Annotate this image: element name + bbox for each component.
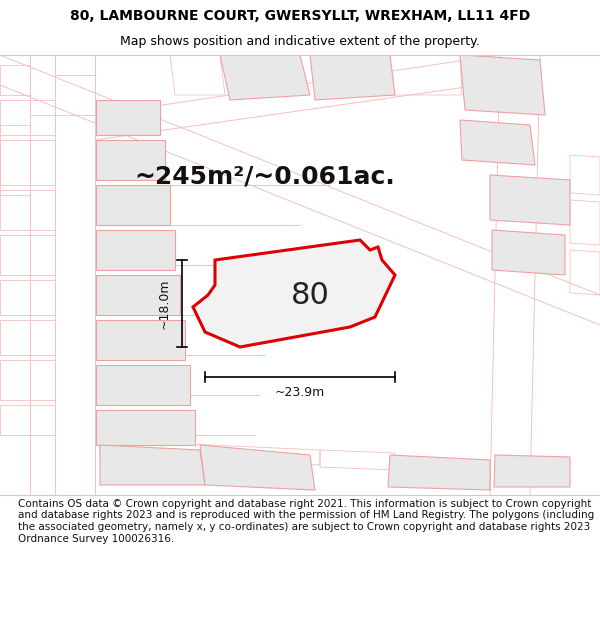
Polygon shape (200, 445, 315, 490)
Text: Map shows position and indicative extent of the property.: Map shows position and indicative extent… (120, 35, 480, 48)
Polygon shape (96, 230, 175, 270)
Text: ~18.0m: ~18.0m (157, 278, 170, 329)
Polygon shape (96, 100, 160, 135)
Text: ~23.9m: ~23.9m (275, 386, 325, 399)
Text: 80: 80 (290, 281, 329, 309)
Polygon shape (460, 120, 535, 165)
Text: 80, LAMBOURNE COURT, GWERSYLLT, WREXHAM, LL11 4FD: 80, LAMBOURNE COURT, GWERSYLLT, WREXHAM,… (70, 9, 530, 24)
Text: Contains OS data © Crown copyright and database right 2021. This information is : Contains OS data © Crown copyright and d… (18, 499, 594, 544)
Polygon shape (96, 320, 185, 360)
Polygon shape (193, 240, 395, 347)
Polygon shape (100, 445, 205, 485)
Polygon shape (492, 230, 565, 275)
Polygon shape (460, 55, 545, 115)
Polygon shape (96, 410, 195, 445)
Polygon shape (490, 175, 570, 225)
Polygon shape (96, 140, 165, 180)
Polygon shape (96, 275, 180, 315)
Text: ~245m²/~0.061ac.: ~245m²/~0.061ac. (134, 165, 395, 189)
Polygon shape (494, 455, 570, 487)
Polygon shape (220, 55, 310, 100)
Polygon shape (388, 455, 490, 490)
Polygon shape (96, 365, 190, 405)
Polygon shape (310, 55, 395, 100)
Polygon shape (96, 185, 170, 225)
